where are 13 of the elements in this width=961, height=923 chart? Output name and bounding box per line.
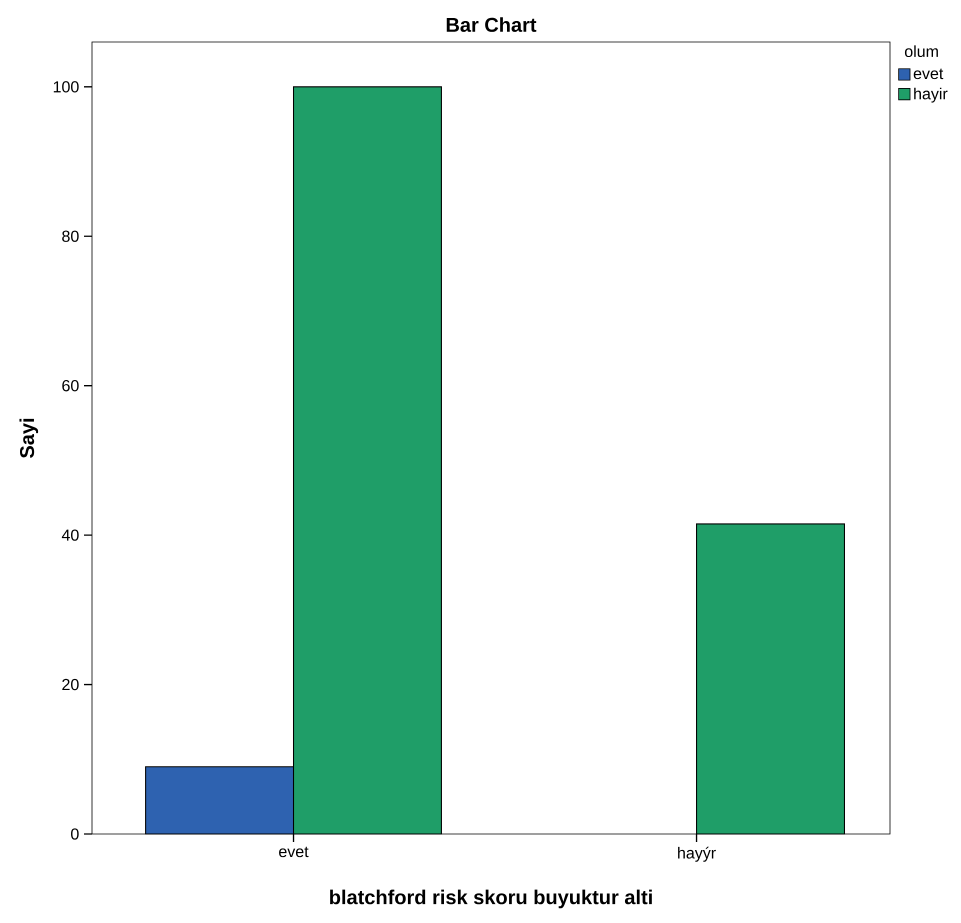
legend-label: evet	[914, 68, 944, 80]
chart-title: Bar Chart	[446, 17, 536, 32]
y-axis-title: Sayi	[19, 418, 38, 458]
y-tick-label: 60	[62, 380, 79, 392]
y-tick-label: 40	[62, 529, 79, 541]
legend-title: olum	[904, 45, 938, 58]
y-tick-label: 20	[62, 678, 79, 690]
x-tick-label: hayýr	[678, 846, 716, 862]
legend-label: hayir	[914, 88, 948, 103]
y-tick-label: 0	[71, 828, 79, 840]
y-tick-label: 80	[62, 230, 79, 242]
x-axis-title: blatchford risk skoru buyuktur alti	[330, 890, 652, 908]
y-tick-label: 100	[54, 81, 79, 92]
